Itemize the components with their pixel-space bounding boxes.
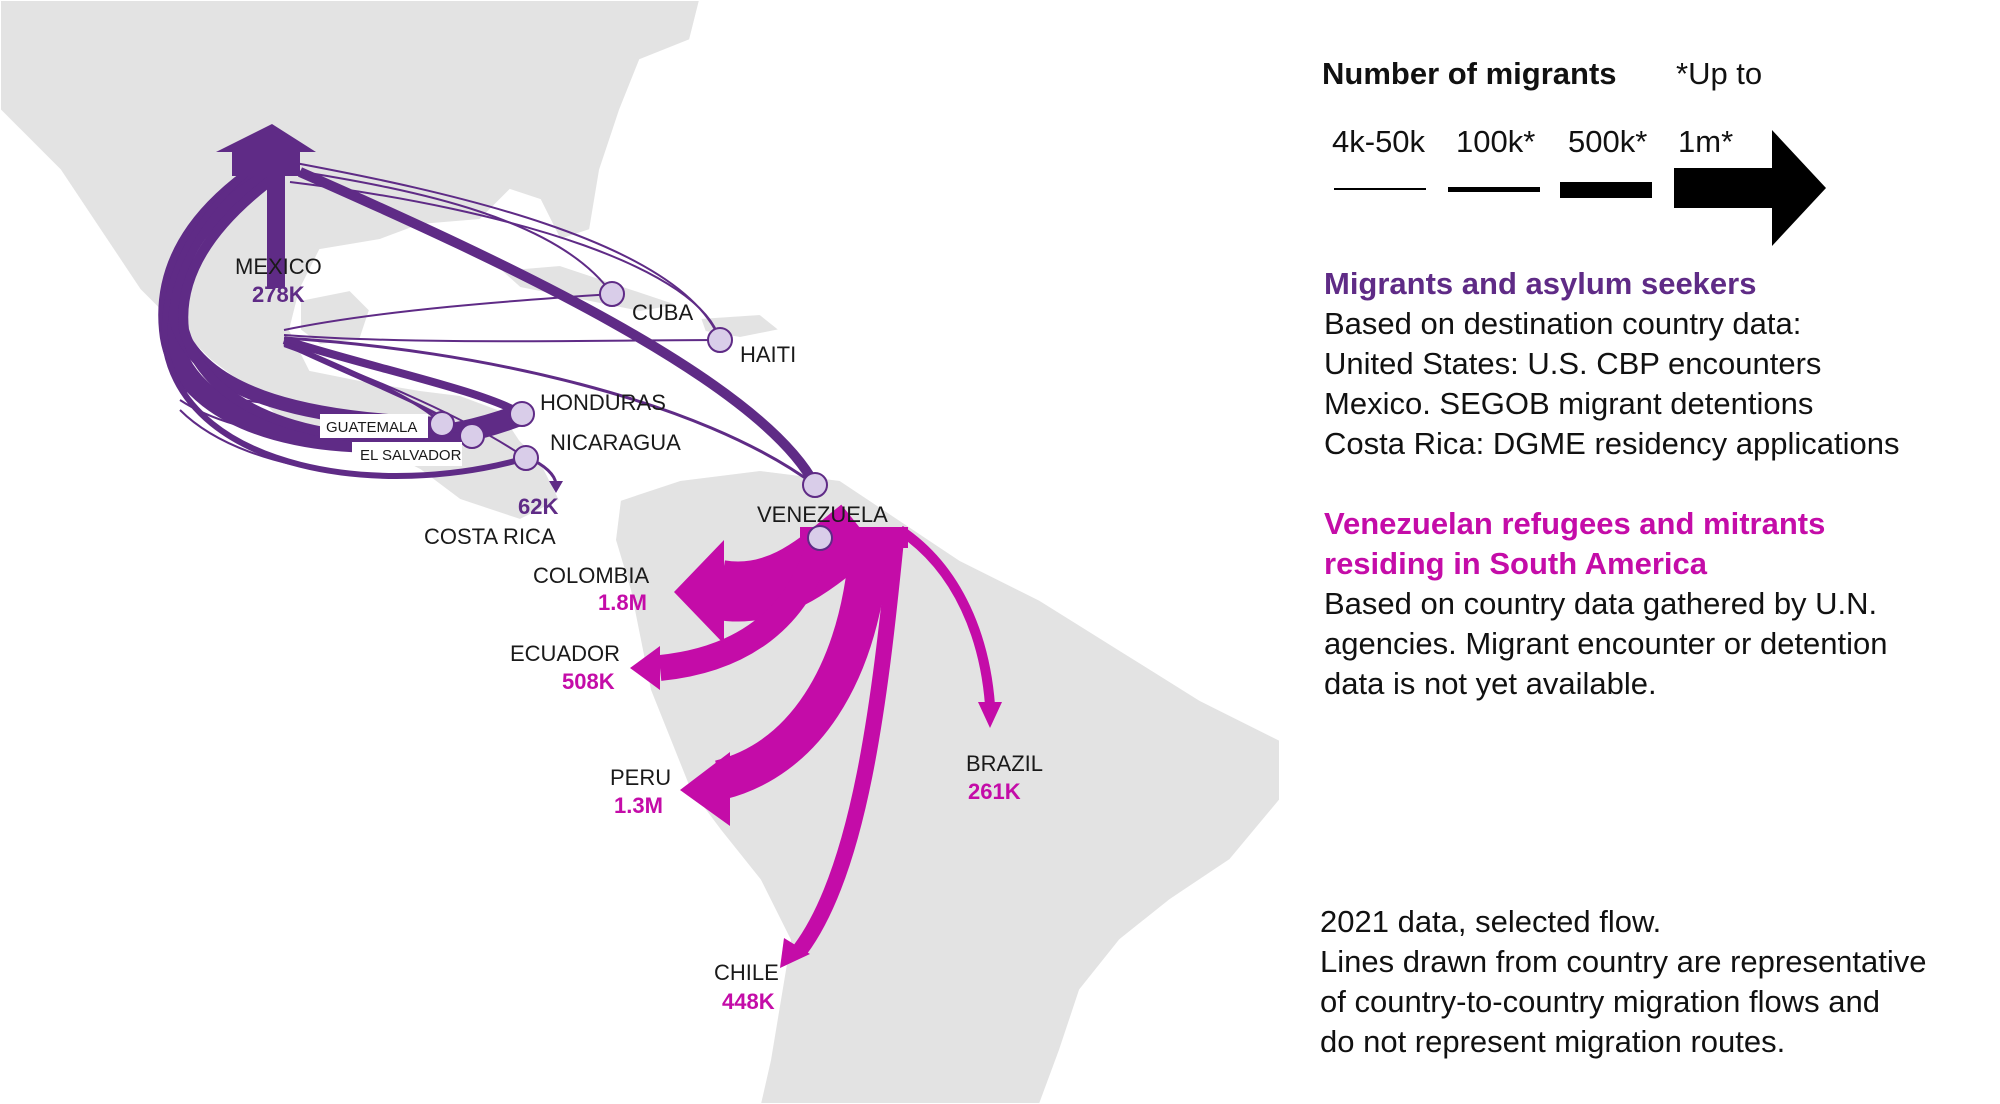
colombia-value: 1.8M [598,590,647,615]
legend-line-thick [1560,182,1652,198]
asylum-seekers-line: Based on destination country data: [1324,306,1802,341]
flow-nicaragua-us [161,169,527,479]
mexico-value: 278K [252,282,305,307]
asylum-seekers-line: Costa Rica: DGME residency applications [1324,426,1900,461]
nicaragua-label: NICARAGUA [550,430,681,455]
peru-value: 1.3M [614,793,663,818]
flow-map: MEXICO 278K CUBA HAITI HONDURAS GUATEMAL… [0,0,1281,1104]
legend-title: Number of migrants [1322,56,1617,91]
costa-rica-label: COSTA RICA [424,524,556,549]
haiti-node [707,327,733,353]
guatemala-label-box [320,414,428,438]
mexico-label: MEXICO [235,254,322,279]
footnote-line: do not represent migration routes. [1320,1024,1786,1059]
flow-haiti-us-2 [289,181,721,341]
costa-rica-arrowhead [549,481,563,493]
legend-scale-label-1: 4k-50k [1332,124,1426,159]
venezuela-label: VENEZUELA [757,502,888,527]
venezuelan-refugees-legend: Venezuelan refugees and mitrants residin… [1324,504,1984,704]
peru-label: PERU [610,765,671,790]
colombia-label: COLOMBIA [533,563,649,588]
flow-venezuela-us [297,167,820,488]
footnote-line: 2021 data, selected flow. [1320,904,1662,939]
chile-label: CHILE [714,960,779,985]
flow-venezuela-chile [793,539,904,955]
legend-note: *Up to [1676,56,1763,91]
venezuela-node-south [807,525,833,551]
land-cuba [497,263,681,314]
legend-line-thin [1334,188,1426,190]
legend-scale-label-3: 500k* [1568,124,1648,159]
flow-guatemala-mexico [283,340,444,426]
venezuelan-refugees-line: data is not yet available. [1324,666,1657,701]
brazil-arrowhead [978,702,1002,728]
flow-venezuela-mexico [283,336,816,487]
chile-arrowhead [780,938,810,968]
venezuelan-refugees-line: Based on country data gathered by U.N. [1324,586,1878,621]
flow-venezuela-peru [714,538,890,800]
guatemala-label: GUATEMALA [326,419,417,436]
country-nodes [429,281,833,551]
legend-scale-label-4: 1m* [1678,124,1734,159]
brazil-label: BRAZIL [966,751,1043,776]
brazil-value: 261K [968,779,1021,804]
venezuelan-refugees-heading: Venezuelan refugees and mitrants [1324,506,1826,541]
venezuelan-refugees-heading: residing in South America [1324,546,1707,581]
legend-arrow-shape [1674,130,1826,246]
peru-arrowhead [680,752,730,826]
haiti-label: HAITI [740,342,796,367]
venezuela-node-north [802,472,828,498]
ecuador-arrowhead [630,646,660,690]
elsalvador-label-box [352,442,462,466]
honduras-node [509,401,535,427]
flow-venezuela-brazil [897,525,995,706]
elsalvador-label: EL SALVADOR [360,447,462,464]
footnote-line: of country-to-country migration flows an… [1320,984,1880,1019]
ecuador-value: 508K [562,669,615,694]
cuba-node [599,281,625,307]
nicaragua-node [513,445,539,471]
footnote-line: Lines drawn from country are representat… [1320,944,1927,979]
us-arrowhead [216,124,316,176]
ecuador-label: ECUADOR [510,641,620,666]
flow-cuba-us [289,169,613,295]
flow-haiti-mexico [283,334,721,343]
venezuelan-refugees-line: agencies. Migrant encounter or detention [1324,626,1888,661]
asylum-seekers-legend: Migrants and asylum seekers Based on des… [1324,264,1984,464]
flow-nicaragua-mexico [283,345,527,459]
venezuela-arrowheads [630,540,1002,968]
cuba-label: CUBA [632,300,693,325]
legend-scale-label-2: 100k* [1456,124,1536,159]
flow-honduras-mexico [282,336,524,418]
asylum-seekers-line: Mexico. SEGOB migrant detentions [1324,386,1814,421]
colombia-arrowhead [674,540,724,644]
land-background [0,0,1281,1104]
flow-venezuela-ecuador [658,536,833,681]
elsalvador-node [459,423,485,449]
guatemala-node [429,411,455,437]
footnote: 2021 data, selected flow. Lines drawn fr… [1320,902,2000,1062]
honduras-label: HONDURAS [540,390,666,415]
chile-value: 448K [722,989,775,1014]
legend-arrow-1m [1674,130,1826,246]
asylum-seekers-heading: Migrants and asylum seekers [1324,266,1757,301]
legend-line-medium [1448,187,1540,192]
costa-rica-value: 62K [518,494,558,519]
asylum-seekers-line: United States: U.S. CBP encounters [1324,346,1822,381]
